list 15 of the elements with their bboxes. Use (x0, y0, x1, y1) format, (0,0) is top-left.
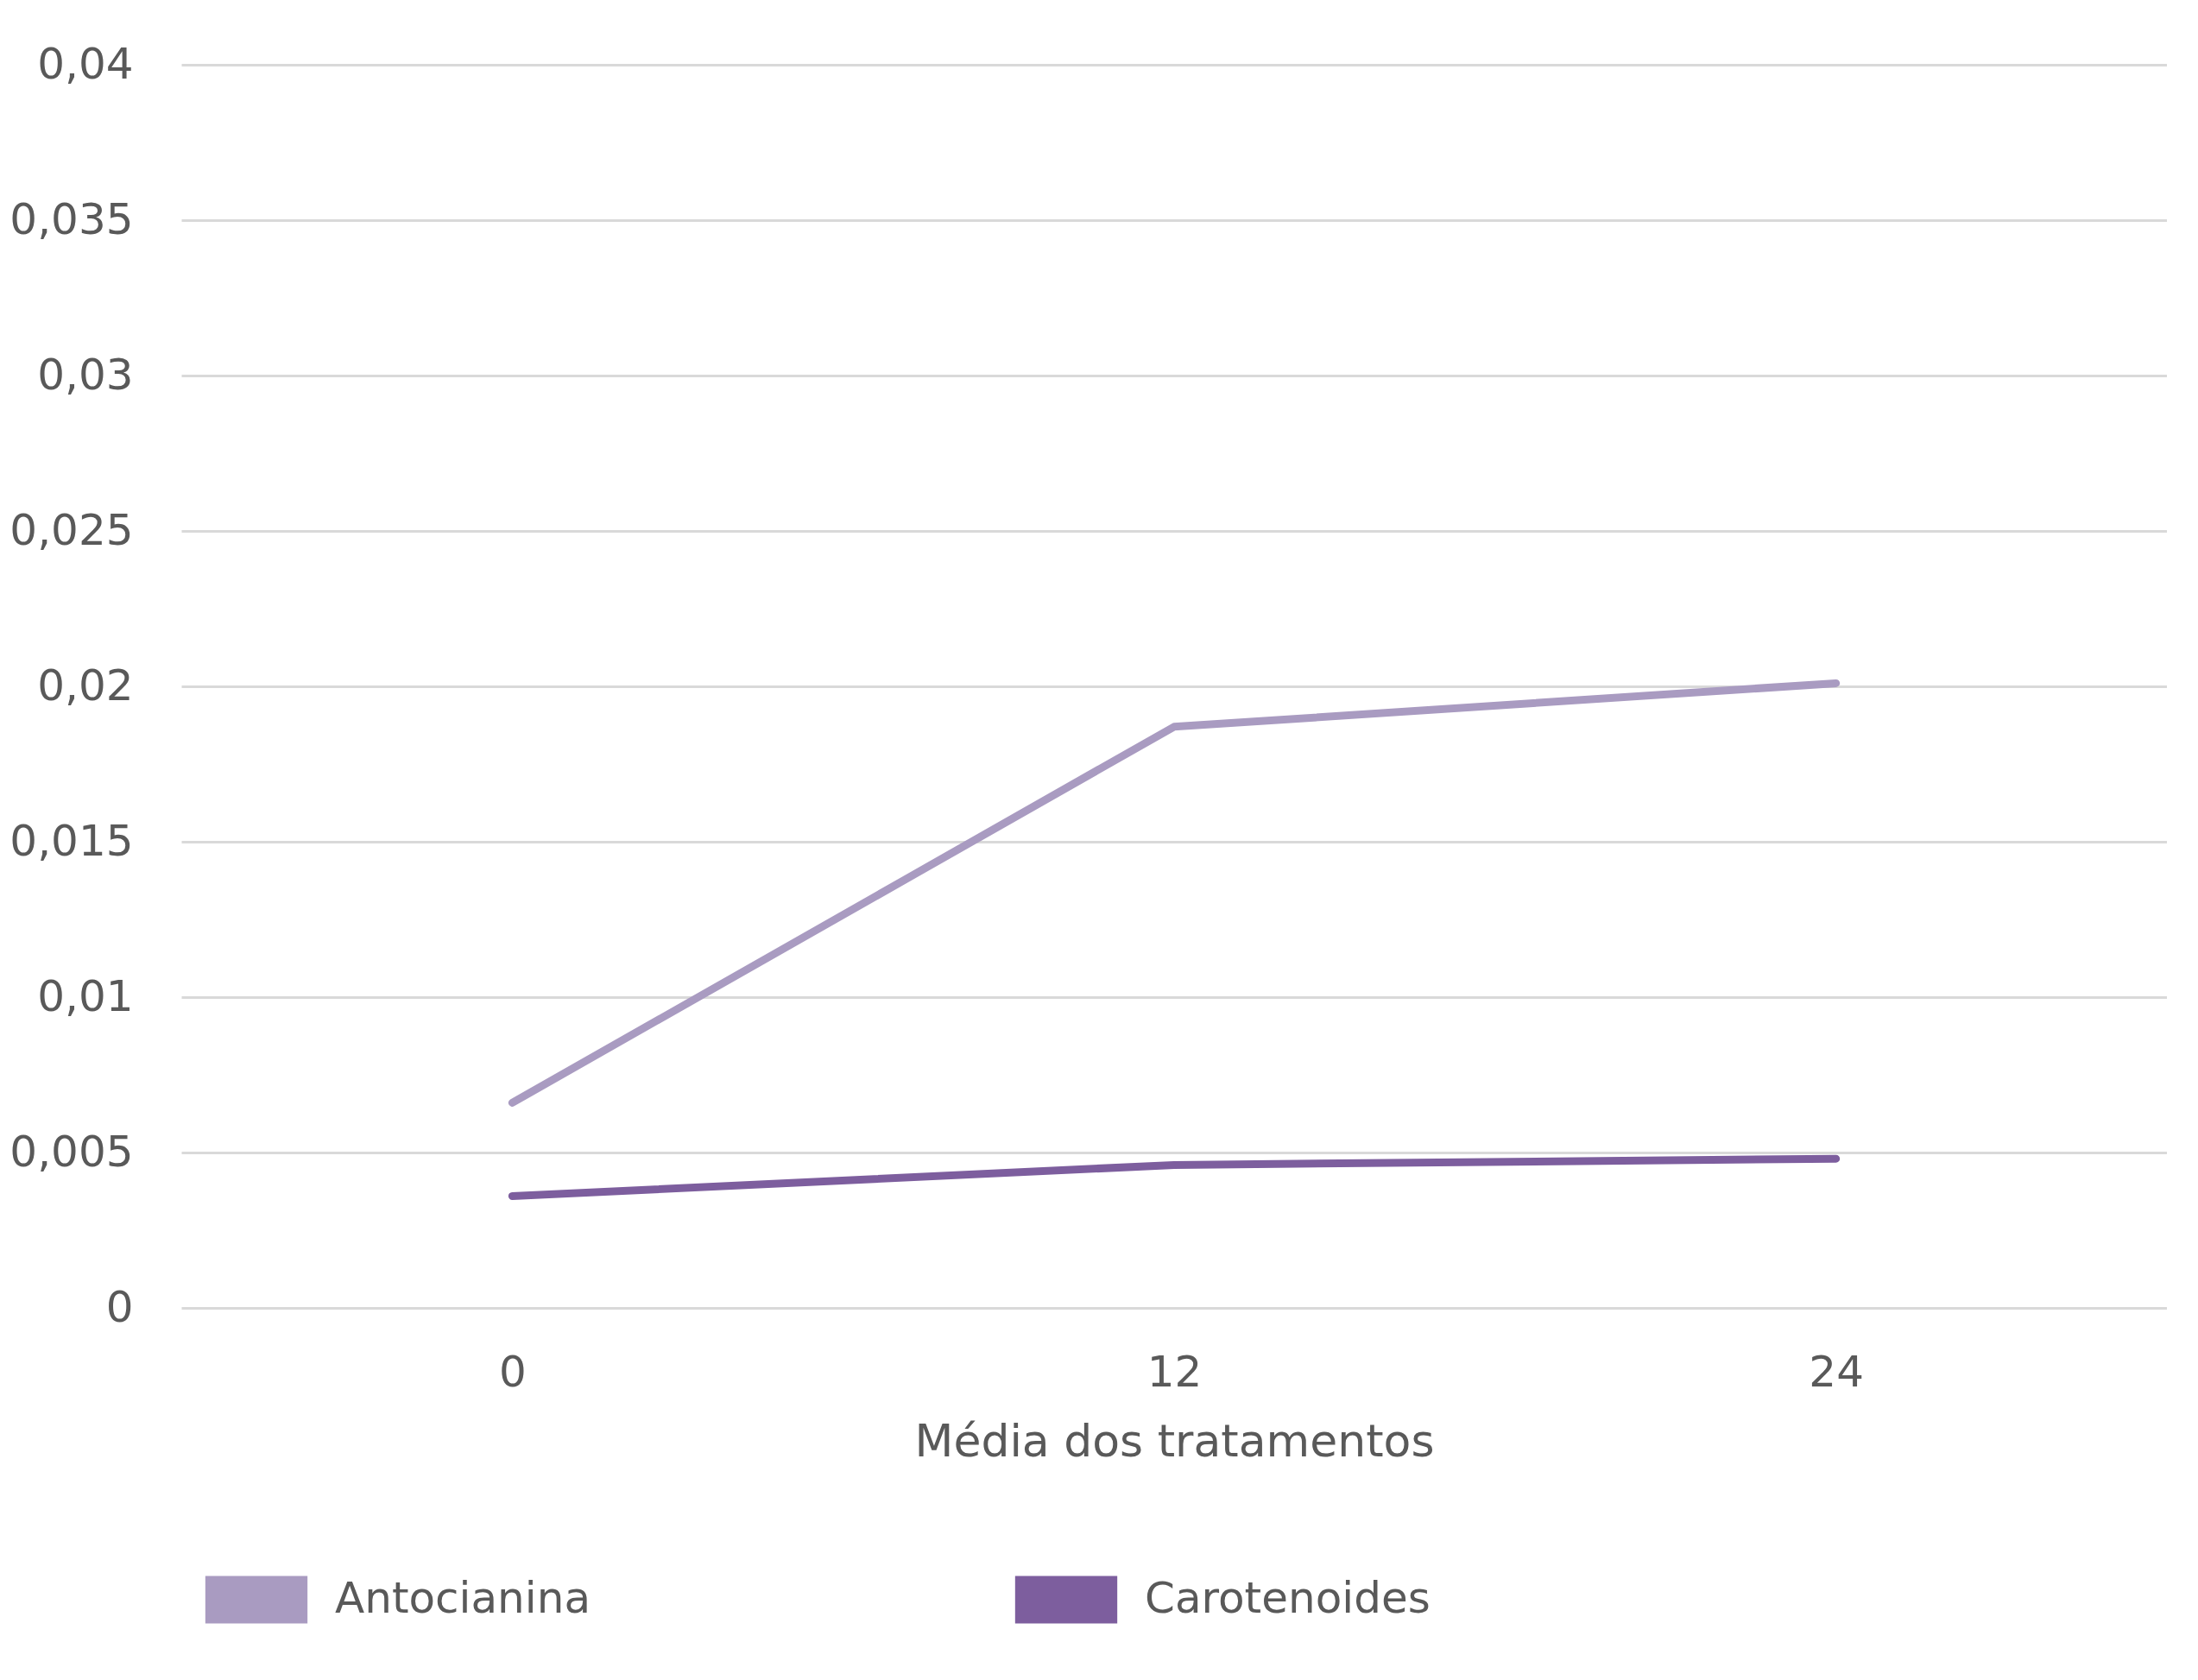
x-tick-label: 12 (1146, 1346, 1203, 1397)
y-tick-label: 0 (105, 1281, 134, 1332)
x-axis-title: Média dos tratamentos (914, 1414, 1435, 1467)
x-tick-label: 24 (1809, 1346, 1864, 1397)
y-tick-label: 0,025 (9, 504, 134, 555)
y-tick-label: 0,02 (37, 660, 134, 711)
y-tick-label: 0,01 (37, 970, 134, 1021)
legend-label: Antocianina (335, 1573, 591, 1623)
x-tick-label: 0 (498, 1346, 527, 1397)
legend-label: Carotenoides (1145, 1573, 1431, 1623)
y-tick-label: 0,03 (37, 349, 134, 400)
y-tick-label: 0,035 (9, 193, 134, 244)
y-tick-label: 0,005 (9, 1126, 134, 1177)
y-tick-label: 0,04 (37, 38, 134, 89)
y-tick-label: 0,015 (9, 815, 134, 866)
